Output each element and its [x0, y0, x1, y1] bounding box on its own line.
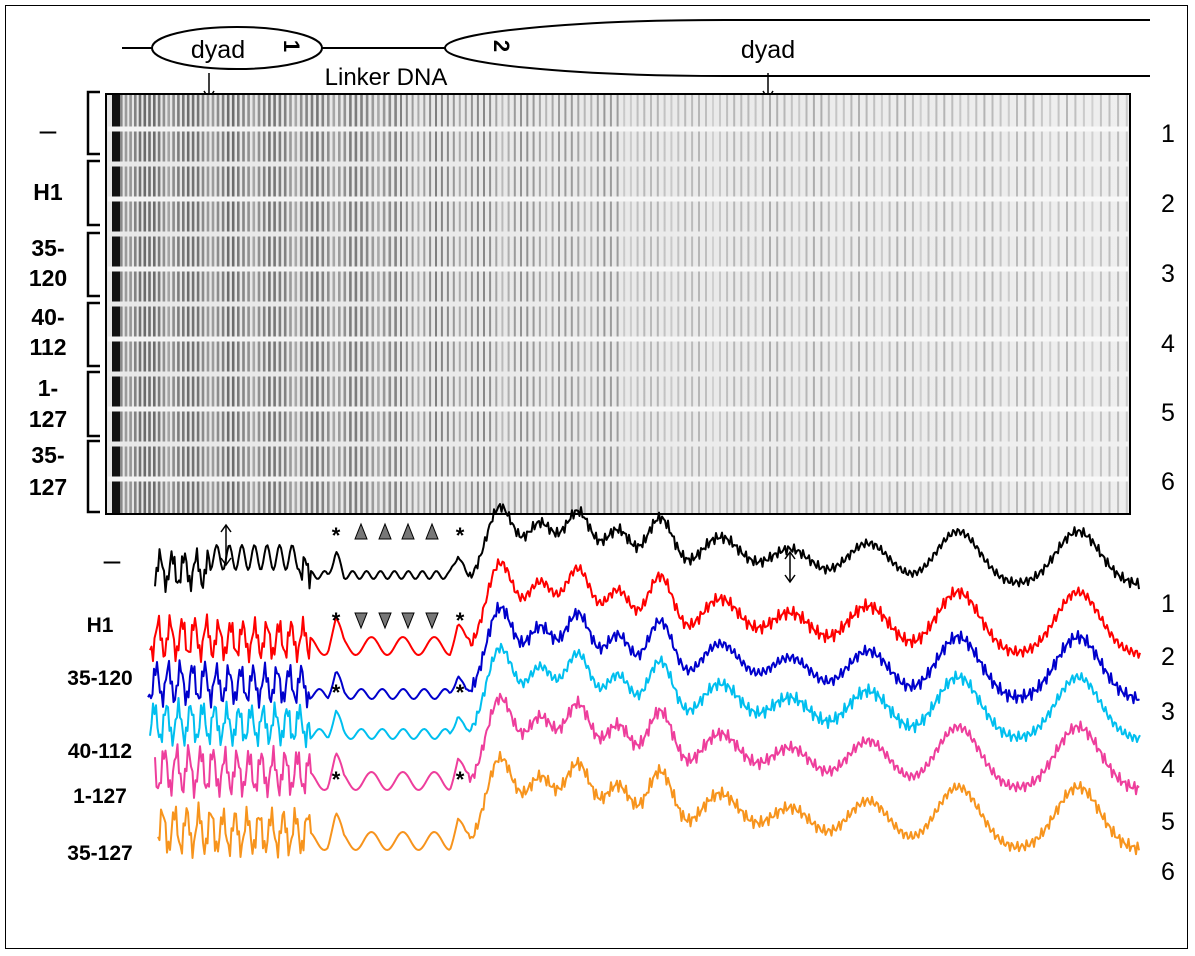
- trace-number: 5: [1161, 808, 1175, 836]
- lane-group-label: 35-: [31, 235, 64, 261]
- lane-group-number: 1: [1161, 120, 1175, 148]
- triangle-up-icon: [378, 522, 392, 540]
- lane-group-number: 2: [1161, 190, 1175, 218]
- asterisk-marker: *: [332, 608, 341, 633]
- dyad-label-1: dyad: [191, 36, 245, 64]
- lane-group-label: –: [40, 114, 57, 147]
- lane-bracket: [86, 301, 100, 368]
- trace-number: 4: [1161, 755, 1175, 783]
- trace-line: [154, 503, 1140, 593]
- nucleosome-1-number: 1: [279, 40, 304, 52]
- lane-bracket: [86, 231, 100, 298]
- asterisk-marker: *: [332, 767, 341, 792]
- trace-line: [149, 558, 1141, 664]
- asterisk-marker: *: [456, 523, 465, 548]
- linker-dna-label: Linker DNA: [325, 64, 448, 91]
- triangle-up-icon: [354, 522, 368, 540]
- trace-line: [154, 692, 1140, 799]
- trace-line: [149, 642, 1141, 749]
- asterisk-marker: *: [332, 680, 341, 705]
- triangle-up-icon: [425, 522, 439, 540]
- dyad-label-2: dyad: [741, 36, 795, 64]
- trace-number: 6: [1161, 858, 1175, 886]
- gel-fade: [106, 94, 1130, 514]
- lane-group-label: 35-: [31, 442, 64, 468]
- nucleosome-2-number: 2: [489, 40, 514, 52]
- gel-border: [105, 93, 1131, 515]
- gel-image: [105, 93, 1131, 515]
- triangle-down-icon: [354, 612, 368, 630]
- lane-bracket: [86, 370, 100, 438]
- lane-bracket: [86, 90, 100, 156]
- triangle-down-icon: [401, 612, 415, 630]
- nucleosome-schematic: dyad 1 2 dyad Linker DNA: [122, 19, 1150, 101]
- trace-label: 35-120: [67, 667, 132, 690]
- triangle-down-icon: [425, 612, 439, 630]
- trace-label: 1-127: [73, 785, 127, 808]
- lane-group-label: 40-: [31, 304, 64, 330]
- lane-bracket: [86, 439, 100, 514]
- trace-label: 35-127: [67, 842, 132, 865]
- lane-bracket: [86, 159, 100, 227]
- trace-label: 40-112: [68, 740, 132, 763]
- nucleosome-2-ellipse: [444, 19, 1150, 77]
- lane-group-label: H1: [33, 179, 63, 205]
- trace-line: [147, 601, 1140, 709]
- asterisk-marker: *: [332, 523, 341, 548]
- gel-lane-labels: – 1 H1 2 35- 120 3 40- 112 4 1- 127 5 35- 127 6: [29, 90, 1175, 514]
- asterisk-marker: *: [456, 680, 465, 705]
- double-headed-arrow-icon: [784, 550, 796, 584]
- trace-number: 1: [1161, 590, 1175, 618]
- figure-frame: [5, 5, 1188, 949]
- lane-group-number: 3: [1161, 260, 1175, 288]
- asterisk-marker: *: [456, 767, 465, 792]
- trace-line: [157, 750, 1140, 859]
- lane-group-label: 120: [29, 265, 67, 291]
- trace-label: H1: [87, 614, 114, 637]
- triangle-up-icon: [401, 522, 415, 540]
- lane-group-number: 6: [1161, 468, 1175, 496]
- triangle-down-icon: [378, 612, 392, 630]
- asterisk-marker: *: [456, 608, 465, 633]
- lane-group-label: 127: [29, 474, 67, 500]
- trace-labels: – 1 H1 2 35-120 3 40-112 4 1-127 5 35-127 6: [67, 544, 1175, 886]
- lane-group-label: 1-: [38, 375, 58, 401]
- annotations: * * * * * * * *: [220, 522, 796, 792]
- double-headed-arrow-icon: [220, 523, 232, 567]
- lane-group-label: 112: [29, 334, 66, 360]
- lane-group-number: 5: [1161, 399, 1175, 427]
- trace-number: 3: [1161, 698, 1175, 726]
- trace-number: 2: [1161, 643, 1175, 671]
- lane-group-label: 127: [29, 406, 67, 432]
- densitometry-traces: [147, 503, 1141, 859]
- lane-group-number: 4: [1161, 330, 1175, 358]
- trace-label: –: [104, 544, 121, 577]
